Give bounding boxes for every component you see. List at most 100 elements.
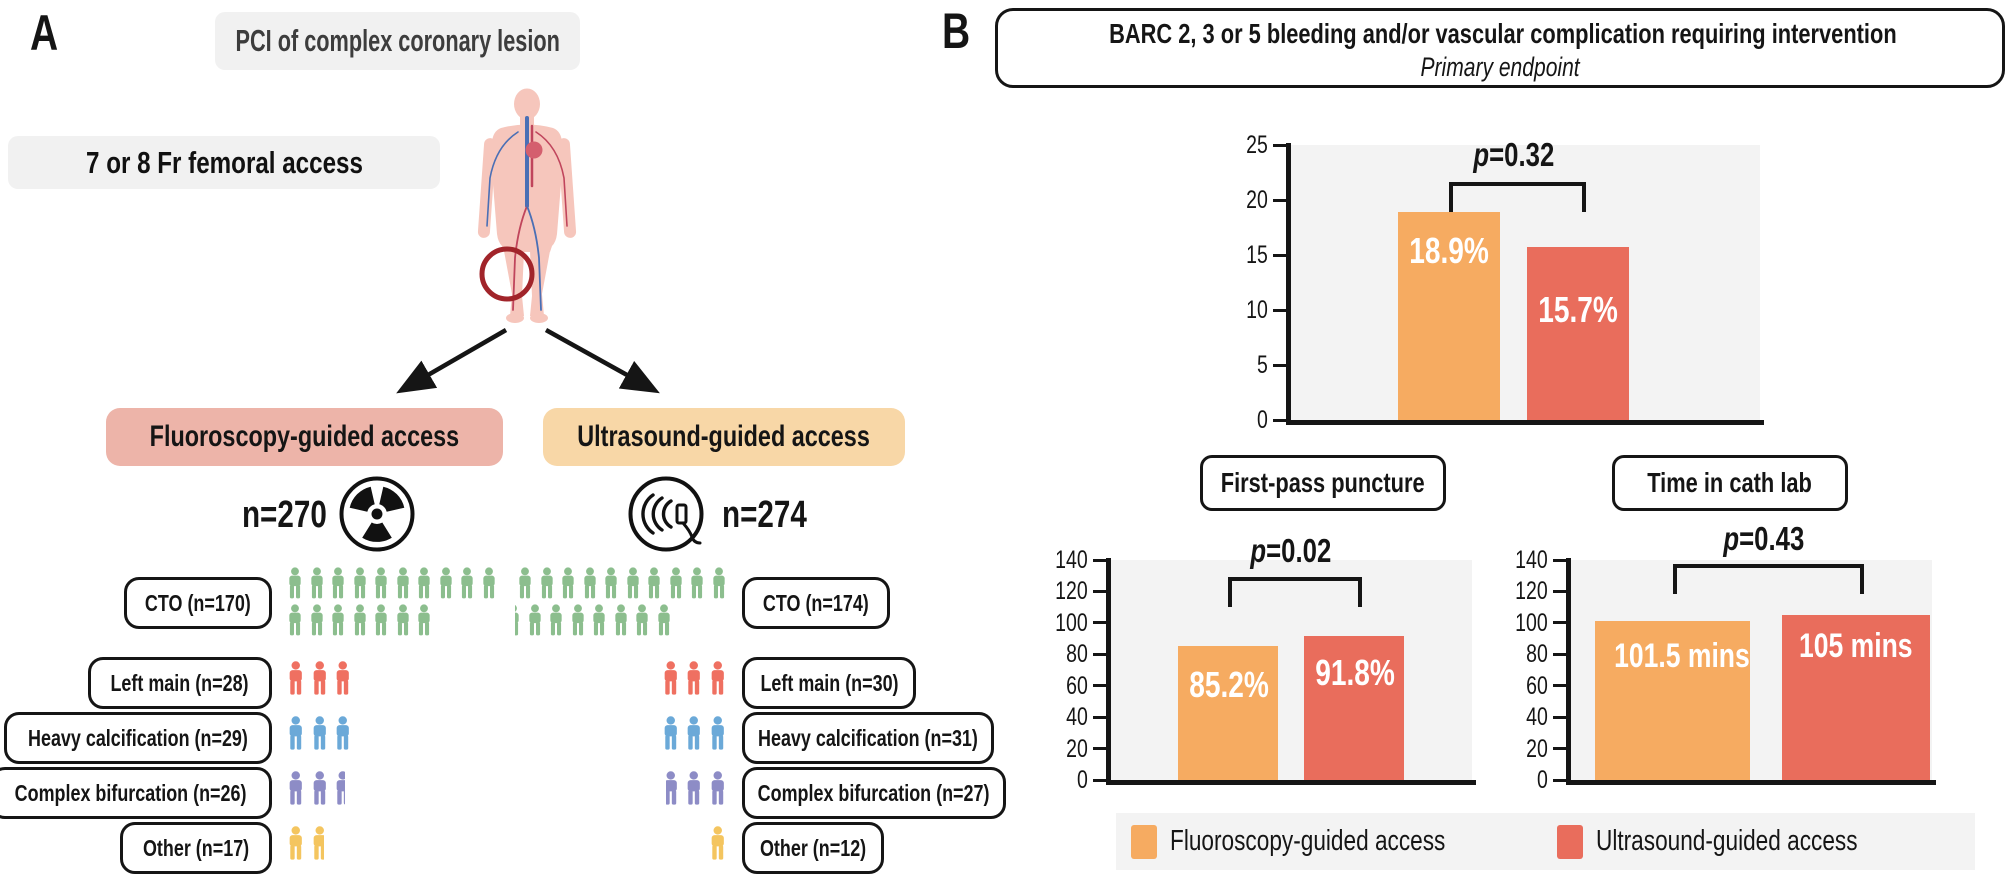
significance-bracket xyxy=(1228,577,1362,607)
icon-row xyxy=(285,603,436,637)
person-icon xyxy=(313,661,326,695)
pictogram-icons-fluoroscopy-4 xyxy=(285,821,326,865)
pictogram-label-fluoroscopy-4: Other (n=17) xyxy=(120,822,272,874)
person-icon xyxy=(289,826,302,860)
person-icon xyxy=(436,566,456,600)
person-icon xyxy=(414,603,434,637)
person-icon xyxy=(664,661,677,695)
person-icon xyxy=(313,716,326,750)
person-icon xyxy=(313,826,324,860)
bar-ultrasound: 105 mins xyxy=(1782,615,1930,780)
y-axis-tick xyxy=(1093,558,1106,562)
pictogram-label-fluoroscopy-1: Left main (n=28) xyxy=(88,657,272,709)
person-icon xyxy=(707,711,729,755)
person-icon xyxy=(328,566,348,600)
branch-arrows xyxy=(396,328,660,394)
panel-b-label: B xyxy=(941,3,971,59)
person-icon xyxy=(461,567,473,599)
y-axis-tick-label: 100 xyxy=(1055,608,1088,637)
person-icon xyxy=(707,656,729,700)
person-icon xyxy=(439,567,452,599)
person-icon xyxy=(626,567,639,599)
lesion-type-box: PCI of complex coronary lesion xyxy=(215,12,580,70)
person-icon xyxy=(580,566,600,600)
y-axis-tick-label: 20 xyxy=(1526,734,1548,763)
person-icon xyxy=(711,771,724,805)
y-axis-tick-label: 120 xyxy=(1055,577,1088,606)
person-icon xyxy=(711,716,724,750)
pictogram-icons-fluoroscopy-1 xyxy=(285,656,351,700)
person-icon xyxy=(537,566,557,600)
person-icon xyxy=(336,661,349,695)
y-axis-tick xyxy=(1553,684,1566,688)
person-icon xyxy=(700,821,704,865)
person-icon xyxy=(657,604,670,636)
y-axis-tick-label: 140 xyxy=(1515,546,1548,574)
y-axis-tick xyxy=(1273,143,1286,147)
bar-value-label: 85.2% xyxy=(1189,664,1269,706)
y-axis-tick xyxy=(1553,621,1566,625)
person-icon xyxy=(285,566,305,600)
y-axis-tick xyxy=(1553,778,1566,782)
person-icon xyxy=(648,567,660,599)
pictogram-icons-fluoroscopy-3 xyxy=(285,766,347,810)
person-icon xyxy=(707,766,729,810)
pictogram-label-fluoroscopy-0: CTO (n=170) xyxy=(124,577,272,629)
fluoroscopy-arm-title: Fluoroscopy-guided access xyxy=(106,408,503,466)
person-icon xyxy=(515,604,519,636)
bar-fluoroscopy: 101.5 mins xyxy=(1595,620,1750,780)
primary-endpoint-subtitle: Primary endpoint xyxy=(1420,52,1580,82)
bar-ultrasound: 15.7% xyxy=(1527,247,1629,420)
x-axis-line xyxy=(1286,420,1764,425)
person-icon xyxy=(589,603,609,637)
person-icon xyxy=(614,604,627,636)
legend-label: Ultrasound-guided access xyxy=(1596,825,1858,857)
bar-value-label: 105 mins xyxy=(1799,627,1913,665)
x-axis-line xyxy=(1106,780,1476,785)
y-axis-tick-label: 25 xyxy=(1246,131,1268,159)
person-icon xyxy=(550,604,562,636)
y-axis-tick-label: 100 xyxy=(1515,608,1548,637)
chart-time-in-cath-lab: 0 20 40 60 80 100 120 140 101.5 mins 105 mins p=0.… xyxy=(1505,520,1965,800)
bar-fluoroscopy: 18.9% xyxy=(1398,212,1500,420)
person-icon xyxy=(571,604,584,636)
y-axis-tick-label: 120 xyxy=(1515,577,1548,606)
person-icon xyxy=(712,567,725,599)
pictogram-icons-ultrasound-3 xyxy=(665,766,730,810)
y-axis-tick-label: 140 xyxy=(1055,546,1088,574)
person-icon xyxy=(332,604,344,636)
person-icon xyxy=(309,821,324,865)
person-icon xyxy=(568,603,588,637)
person-icon xyxy=(482,567,495,599)
person-icon xyxy=(350,566,370,600)
person-icon xyxy=(644,566,664,600)
y-axis-tick-label: 10 xyxy=(1246,296,1268,324)
person-icon xyxy=(593,604,605,636)
femoral-access-box: 7 or 8 Fr femoral access xyxy=(8,136,440,189)
person-icon xyxy=(700,821,704,865)
person-icon xyxy=(707,821,729,865)
person-icon xyxy=(309,711,331,755)
person-icon xyxy=(371,603,391,637)
chart-primary-endpoint: 0 5 10 15 20 25 18.9% 15.7% p=0.32 xyxy=(1160,130,1780,435)
person-icon xyxy=(332,711,351,755)
person-icon xyxy=(418,567,430,599)
y-axis-tick xyxy=(1273,363,1286,367)
femoral-access-site-circle xyxy=(479,246,535,302)
plot-area xyxy=(1110,560,1472,780)
p-value-label: p=0.32 xyxy=(1473,136,1554,173)
person-icon xyxy=(418,604,430,636)
person-icon xyxy=(666,566,686,600)
person-icon xyxy=(654,603,674,637)
y-axis-tick xyxy=(1553,715,1566,719)
p-value-label: p=0.02 xyxy=(1250,532,1332,569)
legend-swatch xyxy=(1557,824,1583,859)
person-icon xyxy=(285,821,307,865)
person-icon xyxy=(307,603,327,637)
person-icon xyxy=(540,567,553,599)
person-icon xyxy=(709,566,729,600)
person-icon xyxy=(457,566,477,600)
pictogram-label-ultrasound-0: CTO (n=174) xyxy=(742,577,890,629)
ultrasound-n-label: n=274 xyxy=(722,493,807,536)
bar-value-label: 15.7% xyxy=(1538,289,1618,331)
